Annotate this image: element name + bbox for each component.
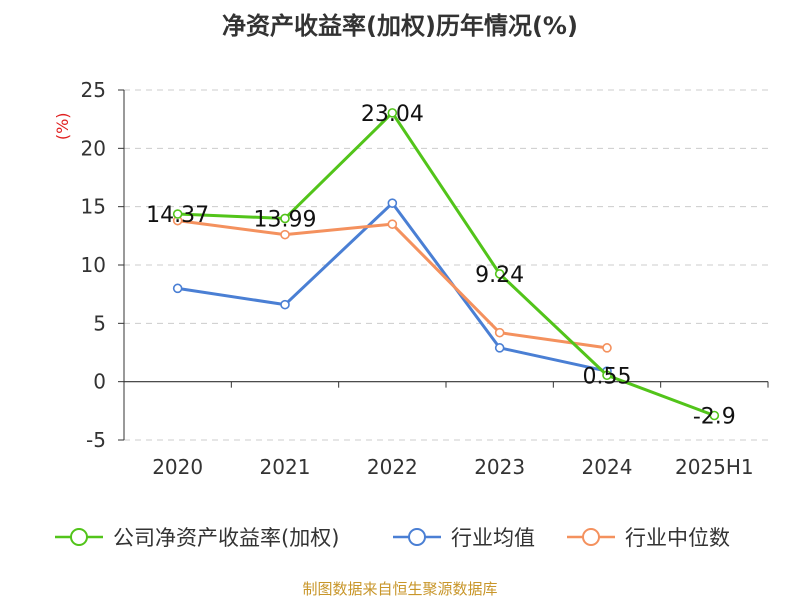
x-tick-label: 2023 (474, 455, 525, 479)
y-tick-label: 20 (81, 136, 106, 160)
source-note: 制图数据来自恒生聚源数据库 (302, 580, 498, 598)
series-lines (172, 108, 720, 421)
data-point-industry_median (387, 219, 398, 229)
x-tick-label: 2024 (582, 455, 633, 479)
data-point-industry_avg (494, 343, 505, 353)
data-label: 0.55 (583, 364, 632, 389)
axes: 25 20 15 10 5 0 -5 (%) 2020 2021 2022 2023 2024 2025H… (53, 78, 769, 479)
data-label: 14.37 (146, 203, 209, 228)
legend-marker-industry_median (582, 528, 600, 546)
chart-title: 净资产收益率(加权)历年情况(%) (222, 12, 578, 40)
legend: 公司净资产收益率(加权) 行业均值 行业中位数 (55, 526, 730, 550)
data-point-company (387, 108, 398, 118)
y-tick-label: 10 (81, 253, 106, 277)
data-label: -2.9 (693, 405, 736, 430)
data-point-industry_avg (172, 283, 183, 294)
data-point-industry_avg (280, 299, 290, 310)
x-tick-label: 2022 (367, 455, 418, 479)
legend-marker-industry_avg (408, 528, 426, 546)
series-line-industry_median (177, 219, 608, 350)
data-point-company (172, 209, 183, 219)
legend-label: 公司净资产收益率(加权) (113, 526, 339, 550)
legend-marker-company (70, 528, 88, 546)
legend-label: 行业均值 (451, 526, 535, 550)
y-tick-label: 25 (81, 78, 106, 102)
data-point-company (280, 213, 290, 224)
data-point-company (602, 370, 612, 381)
data-label: 9.24 (475, 263, 524, 288)
x-tick-label: 2021 (260, 455, 311, 479)
y-tick-label: 5 (93, 311, 106, 335)
x-tick-label: 2025H1 (675, 455, 754, 479)
data-point-industry_avg (387, 198, 398, 208)
data-point-company (494, 269, 505, 279)
x-tick-label: 2020 (152, 455, 203, 479)
legend-label: 行业中位数 (625, 526, 730, 550)
y-tick-label: 15 (81, 195, 106, 219)
data-point-industry_median (494, 327, 505, 338)
data-point-industry_median (280, 229, 290, 240)
data-labels: 14.37 13.99 23.04 9.24 0.55 -2.9 (146, 102, 736, 430)
data-label: 13.99 (254, 207, 317, 232)
data-label: 23.04 (361, 102, 424, 127)
grid-lines (124, 89, 768, 441)
y-axis-label: (%) (53, 112, 72, 140)
data-point-company (709, 410, 720, 421)
y-tick-label: -5 (86, 428, 106, 452)
data-point-industry_median (602, 343, 612, 353)
series-line-company (177, 111, 715, 417)
y-tick-label: 0 (93, 370, 106, 394)
